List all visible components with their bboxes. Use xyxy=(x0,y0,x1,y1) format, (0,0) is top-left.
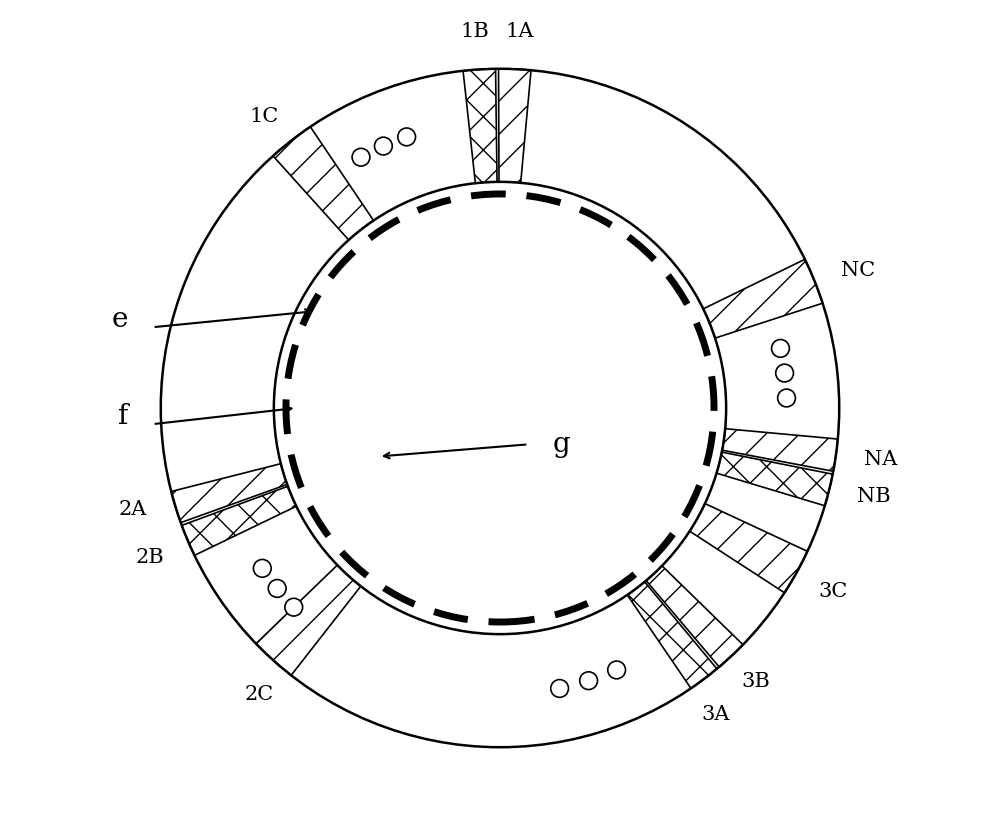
Wedge shape xyxy=(646,565,743,667)
Text: 2B: 2B xyxy=(136,548,164,567)
Wedge shape xyxy=(273,126,374,240)
Text: 3B: 3B xyxy=(741,672,770,691)
Wedge shape xyxy=(722,428,838,472)
Circle shape xyxy=(352,149,370,166)
Circle shape xyxy=(778,389,795,407)
Text: 3A: 3A xyxy=(702,705,730,725)
Text: 1C: 1C xyxy=(249,108,278,126)
Text: e: e xyxy=(112,306,128,333)
Text: 1A: 1A xyxy=(505,22,533,41)
Text: 1B: 1B xyxy=(460,22,489,42)
Circle shape xyxy=(772,339,789,357)
Circle shape xyxy=(268,579,286,597)
Text: 3C: 3C xyxy=(818,583,848,601)
Text: 2A: 2A xyxy=(118,499,147,519)
Wedge shape xyxy=(499,69,531,183)
Wedge shape xyxy=(171,463,287,522)
Circle shape xyxy=(608,661,626,679)
Text: f: f xyxy=(118,402,128,429)
Wedge shape xyxy=(690,503,807,592)
Wedge shape xyxy=(256,565,361,676)
Wedge shape xyxy=(627,582,717,689)
Circle shape xyxy=(580,672,597,690)
Circle shape xyxy=(253,560,271,577)
Circle shape xyxy=(374,137,392,155)
Wedge shape xyxy=(703,259,823,338)
Circle shape xyxy=(161,69,839,747)
Text: NC: NC xyxy=(841,261,875,280)
Wedge shape xyxy=(182,486,296,556)
Circle shape xyxy=(285,598,303,616)
Circle shape xyxy=(274,182,726,634)
Wedge shape xyxy=(717,452,833,506)
Text: 2C: 2C xyxy=(244,685,273,704)
Text: NB: NB xyxy=(857,487,890,507)
Text: g: g xyxy=(552,431,570,458)
Circle shape xyxy=(398,128,416,146)
Text: NA: NA xyxy=(864,450,897,468)
Circle shape xyxy=(551,680,568,698)
Wedge shape xyxy=(463,69,497,184)
Circle shape xyxy=(776,364,793,382)
